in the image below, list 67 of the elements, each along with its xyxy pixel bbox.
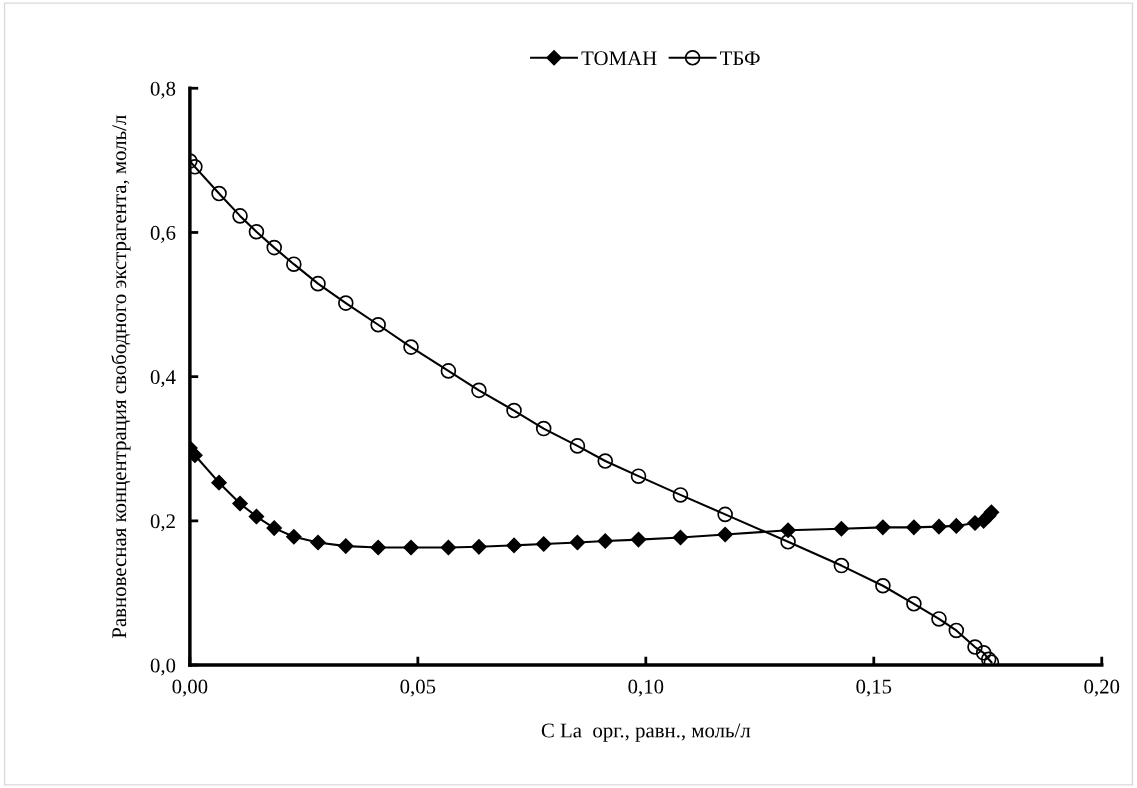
y-axis-title: Равновесная концентрация свободного экстрагента, моль/л [111,115,131,639]
point [948,622,965,639]
point [780,533,796,550]
point [232,208,248,224]
point [370,539,386,556]
point [506,537,522,554]
point [266,520,282,536]
point [211,185,227,202]
point [535,420,552,437]
x-tick-label: 0,05 [400,679,436,697]
y-tick-label: 0,2 [150,514,175,532]
point [248,223,265,240]
y-tick-label: 0,0 [150,658,176,676]
point [931,611,947,627]
point [875,577,891,594]
y-tick-label: 0,8 [150,81,176,99]
point [310,534,326,551]
legend-label: ТОМАН [581,51,657,66]
point [232,495,248,512]
point [569,534,586,551]
point [310,275,326,292]
point [717,506,733,523]
point [833,557,850,574]
point [906,519,922,536]
x-tick-label: 0,10 [628,679,664,697]
point [569,438,586,454]
x-tick-label: 0,00 [172,679,208,697]
point [471,539,487,555]
point [403,539,419,556]
x-tick-label: 0,15 [856,679,892,697]
point [983,504,1000,520]
x-tick-label: 0,20 [1084,679,1120,697]
point [189,159,203,175]
point [630,531,647,548]
point [535,536,552,552]
point [630,468,647,484]
point [875,519,891,536]
point [286,529,302,545]
point [906,596,922,612]
point [338,295,354,311]
point [266,239,283,256]
point [975,645,992,661]
point [370,316,386,333]
point [597,533,613,549]
point [931,518,947,535]
point [780,522,796,538]
legend-label: ТБФ [720,51,760,66]
point [672,529,689,546]
point [440,363,457,379]
point [833,521,850,537]
point [286,256,302,272]
point [597,453,614,469]
point [967,639,983,655]
y-tick-label: 0,4 [150,370,176,388]
point [338,538,354,554]
point [672,487,689,503]
point [211,474,227,491]
x-axis-title: C La орг., равн., моль/л [541,723,751,742]
point [948,518,965,534]
y-tick-label: 0,6 [150,225,176,243]
point [189,447,203,463]
point [440,539,457,556]
point [506,402,522,419]
point [717,526,733,543]
point [471,382,487,399]
point [403,339,419,355]
point [248,508,265,525]
